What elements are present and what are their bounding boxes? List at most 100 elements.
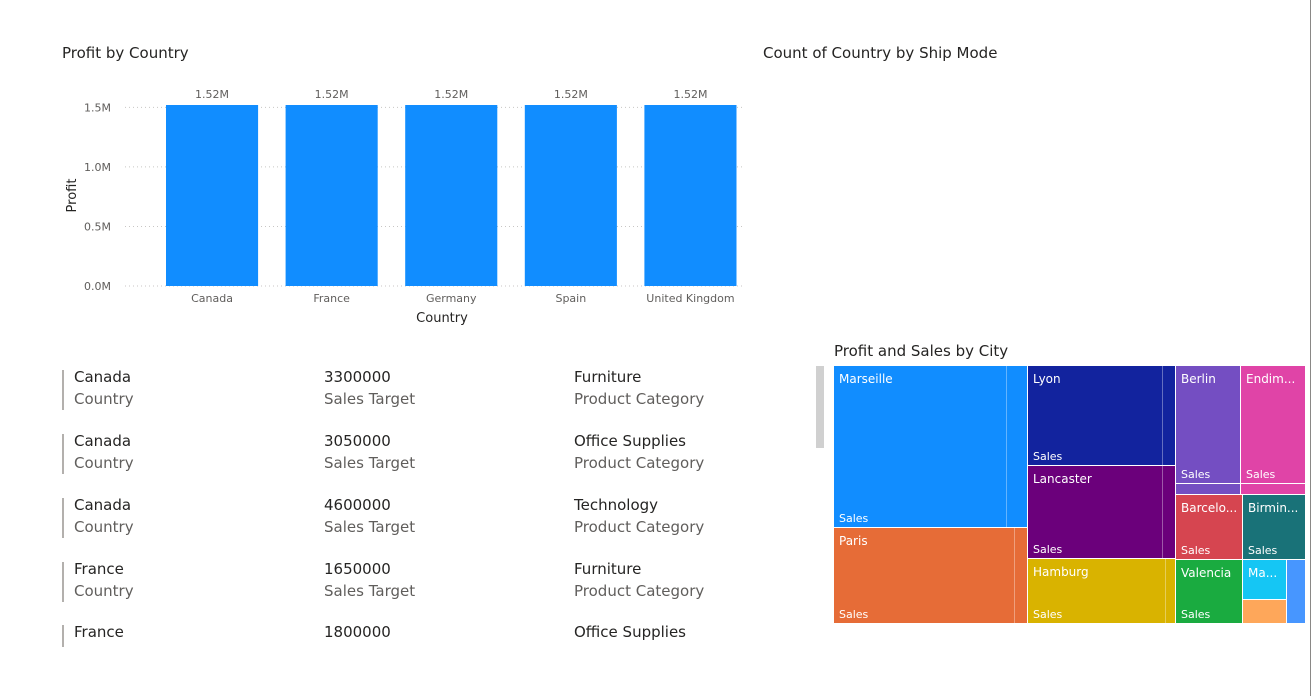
y-tick-label: 0.0M: [84, 280, 111, 293]
treemap-tile-lyon[interactable]: Lyon Sales: [1028, 366, 1175, 465]
card-category-value: Furniture: [574, 368, 642, 386]
data-label: 1.52M: [554, 88, 588, 101]
tile-name: Ma...: [1248, 566, 1278, 580]
treemap-tile-small-blue[interactable]: [1287, 560, 1305, 623]
treemap-tile-lancaster[interactable]: Lancaster Sales: [1028, 466, 1175, 558]
card-target-label: Sales Target: [324, 518, 416, 536]
card-country-value: France: [74, 623, 124, 641]
data-label: 1.52M: [434, 88, 468, 101]
treemap-tile-endim[interactable]: Endim... Sales: [1241, 366, 1305, 483]
tile-sales-label: Sales: [1181, 608, 1211, 621]
tile-sales-label: Sales: [839, 512, 869, 525]
card-row[interactable]: Canada Country 4600000 Sales Target Tech…: [62, 496, 762, 540]
card-category-value: Technology: [574, 496, 659, 514]
card-category-value: Office Supplies: [574, 432, 687, 450]
x-tick-label: Germany: [426, 292, 477, 305]
x-tick-label: Canada: [191, 292, 233, 305]
card-row-divider: [62, 370, 64, 410]
card-target-value: 4600000: [324, 496, 391, 514]
card-target-label: Sales Target: [324, 454, 416, 472]
card-country-label: Country: [74, 582, 134, 600]
count-chart-title: Count of Country by Ship Mode: [763, 44, 998, 62]
profit-by-country-chart[interactable]: 0.0M 0.5M 1.0M 1.5M 1.52M Canada 1.52M France 1.…: [55, 75, 745, 335]
card-row-divider: [62, 498, 64, 538]
treemap-tile-birmingham[interactable]: Birmin... Sales: [1243, 495, 1305, 559]
y-tick-label: 1.0M: [84, 161, 111, 174]
tile-sales-label: Sales: [1033, 608, 1063, 621]
card-row-divider: [62, 434, 64, 474]
card-category-label: Product Category: [574, 454, 705, 472]
card-country-label: Country: [74, 454, 134, 472]
tile-sales-label: Sales: [1246, 468, 1276, 481]
profit-sales-treemap[interactable]: Marseille Sales Paris Sales Lyon Sales L…: [834, 366, 1305, 623]
treemap-tile-small-orange[interactable]: [1243, 600, 1286, 623]
data-label: 1.52M: [195, 88, 229, 101]
card-category-label: Product Category: [574, 390, 705, 408]
treemap-tile-marseille[interactable]: Marseille Sales: [834, 366, 1027, 527]
tile-name: Lyon: [1033, 372, 1061, 386]
tile-name: Hamburg: [1033, 565, 1089, 579]
tile-sub-divider: [1006, 366, 1007, 527]
tile-sub-divider: [1162, 366, 1163, 465]
card-row-divider: [62, 625, 64, 647]
card-country-label: Country: [74, 390, 134, 408]
x-tick-label: United Kingdom: [646, 292, 734, 305]
bar[interactable]: [524, 105, 617, 286]
x-tick-label: France: [313, 292, 350, 305]
tile-name: Marseille: [839, 372, 893, 386]
tile-sales-label: Sales: [1033, 450, 1063, 463]
y-tick-label: 1.5M: [84, 101, 111, 114]
card-target-value: 1650000: [324, 560, 391, 578]
tile-sub-divider: [1014, 528, 1015, 623]
tile-name: Lancaster: [1033, 472, 1092, 486]
card-row[interactable]: Canada Country 3050000 Sales Target Offi…: [62, 432, 762, 476]
treemap-tile-hamburg[interactable]: Hamburg Sales: [1028, 559, 1175, 623]
bar[interactable]: [644, 105, 737, 286]
card-country-value: Canada: [74, 368, 132, 386]
card-category-label: Product Category: [574, 518, 705, 536]
card-country-value: France: [74, 560, 124, 578]
treemap-tile-endim-sub[interactable]: [1241, 484, 1305, 494]
tile-sales-label: Sales: [1181, 544, 1211, 557]
tile-name: Birmin...: [1248, 501, 1299, 515]
treemap-tile-valencia[interactable]: Valencia Sales: [1176, 560, 1242, 623]
y-tick-label: 0.5M: [84, 220, 111, 233]
x-tick-label: Spain: [555, 292, 586, 305]
treemap-tile-berlin[interactable]: Berlin Sales: [1176, 366, 1240, 483]
card-row-divider: [62, 562, 64, 602]
tile-name: Paris: [839, 534, 868, 548]
card-country-value: Canada: [74, 496, 132, 514]
treemap-tile-paris[interactable]: Paris Sales: [834, 528, 1027, 623]
bar[interactable]: [166, 105, 259, 286]
card-category-value: Furniture: [574, 560, 642, 578]
tile-name: Barcelo...: [1181, 501, 1238, 515]
tile-name: Valencia: [1181, 566, 1232, 580]
treemap-tile-barcelona[interactable]: Barcelo... Sales: [1176, 495, 1242, 559]
data-label: 1.52M: [673, 88, 707, 101]
treemap-tile-berlin-sub[interactable]: [1176, 484, 1240, 494]
data-label: 1.52M: [315, 88, 349, 101]
tile-name: Endim...: [1246, 372, 1296, 386]
tile-sales-label: Sales: [1248, 544, 1278, 557]
card-scrollbar[interactable]: [816, 366, 824, 448]
tile-sales-label: Sales: [1033, 543, 1063, 556]
card-country-value: Canada: [74, 432, 132, 450]
card-target-value: 1800000: [324, 623, 391, 641]
tile-sub-divider: [1162, 466, 1163, 558]
bar-chart-title: Profit by Country: [62, 44, 189, 62]
tile-sales-label: Sales: [1181, 468, 1211, 481]
card-target-value: 3300000: [324, 368, 391, 386]
treemap-title: Profit and Sales by City: [834, 342, 1009, 360]
y-axis-title: Profit: [65, 179, 80, 213]
canvas-edge-divider: [1310, 0, 1311, 696]
card-target-label: Sales Target: [324, 582, 416, 600]
tile-sales-label: Sales: [839, 608, 869, 621]
bar[interactable]: [405, 105, 498, 286]
card-row[interactable]: France 1800000 Office Supplies: [62, 623, 762, 647]
card-row[interactable]: France Country 1650000 Sales Target Furn…: [62, 560, 762, 604]
card-target-value: 3050000: [324, 432, 391, 450]
bar[interactable]: [285, 105, 378, 286]
card-row[interactable]: Canada Country 3300000 Sales Target Furn…: [62, 368, 762, 412]
treemap-tile-ma[interactable]: Ma...: [1243, 560, 1286, 599]
card-country-label: Country: [74, 518, 134, 536]
